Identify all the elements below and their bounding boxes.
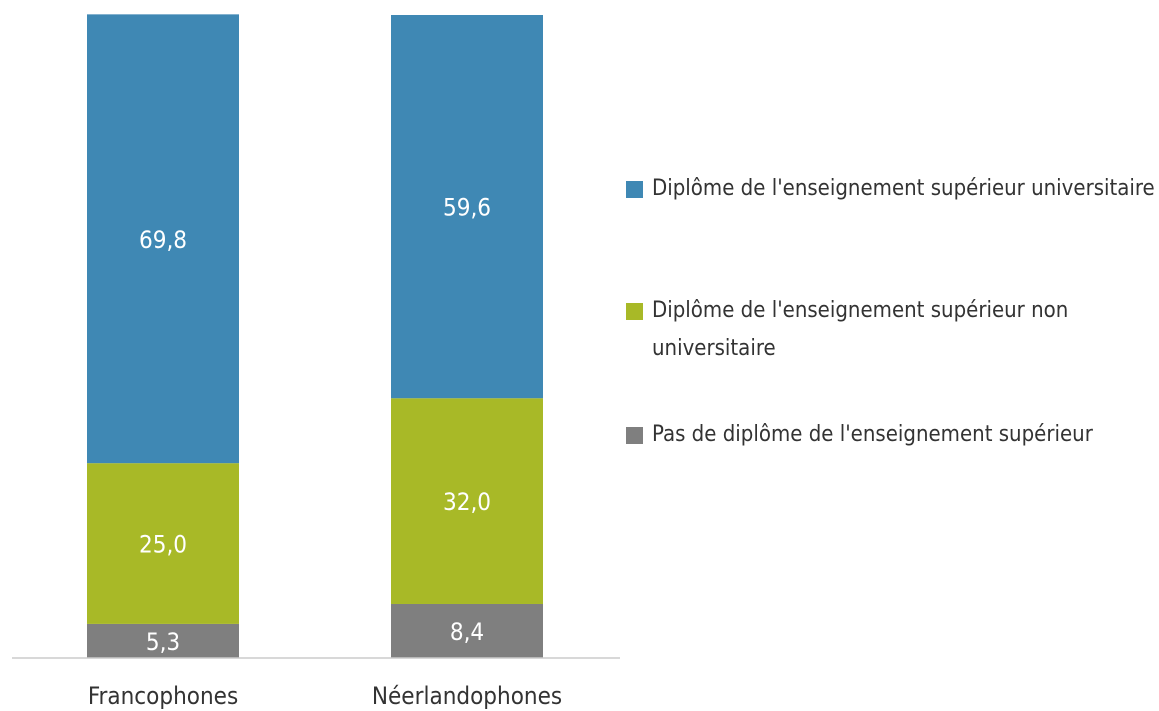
legend-swatch [626, 303, 643, 320]
x-tick-label: Néerlandophones [372, 682, 562, 710]
legend-label: Pas de diplôme de l'enseignement supérie… [652, 422, 1093, 447]
value-label: 32,0 [443, 488, 491, 516]
bar-segment [87, 463, 239, 624]
value-label: 5,3 [146, 628, 180, 656]
legend-item: Pas de diplôme de l'enseignement supérie… [626, 416, 1156, 454]
legend-label: Diplôme de l'enseignement supérieur non … [652, 298, 1069, 361]
legend-item: Diplôme de l'enseignement supérieur univ… [626, 170, 1156, 208]
value-label: 8,4 [450, 618, 484, 646]
legend-swatch [626, 427, 643, 444]
bar-segment [391, 398, 543, 604]
value-label: 25,0 [139, 531, 187, 559]
value-label: 69,8 [139, 226, 187, 254]
legend-swatch [626, 181, 643, 198]
legend-label: Diplôme de l'enseignement supérieur univ… [652, 176, 1155, 201]
value-label: 59,6 [443, 194, 491, 222]
legend-item: Diplôme de l'enseignement supérieur non … [626, 292, 1156, 368]
bar-segment [391, 15, 543, 399]
x-tick-label: Francophones [88, 682, 238, 710]
bar-segment [87, 14, 239, 464]
bar-segment [87, 623, 239, 658]
bar-segment [391, 603, 543, 658]
